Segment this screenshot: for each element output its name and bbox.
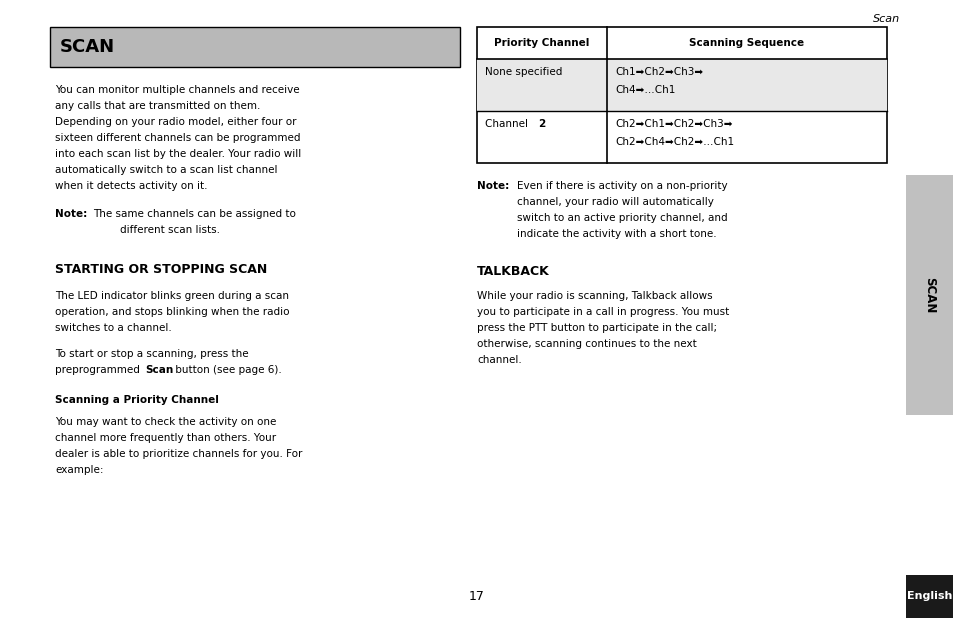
Text: Even if there is activity on a non-priority: Even if there is activity on a non-prior… bbox=[517, 181, 727, 191]
Text: Scan: Scan bbox=[872, 14, 899, 24]
Text: 2: 2 bbox=[537, 119, 545, 129]
Text: Ch2➡Ch4➡Ch2➡…Ch1: Ch2➡Ch4➡Ch2➡…Ch1 bbox=[615, 137, 734, 147]
Text: Note:: Note: bbox=[55, 209, 87, 219]
Text: Scanning Sequence: Scanning Sequence bbox=[689, 38, 803, 48]
Text: switch to an active priority channel, and: switch to an active priority channel, an… bbox=[517, 213, 727, 223]
Text: TALKBACK: TALKBACK bbox=[476, 265, 549, 278]
Text: preprogrammed: preprogrammed bbox=[55, 365, 143, 375]
Text: you to participate in a call in progress. You must: you to participate in a call in progress… bbox=[476, 307, 728, 317]
Text: You may want to check the activity on one: You may want to check the activity on on… bbox=[55, 417, 276, 427]
Text: STARTING OR STOPPING SCAN: STARTING OR STOPPING SCAN bbox=[55, 263, 267, 276]
Text: The same channels can be assigned to: The same channels can be assigned to bbox=[92, 209, 295, 219]
Text: Note:: Note: bbox=[476, 181, 509, 191]
Text: any calls that are transmitted on them.: any calls that are transmitted on them. bbox=[55, 101, 260, 111]
Text: Channel: Channel bbox=[484, 119, 531, 129]
Text: The LED indicator blinks green during a scan: The LED indicator blinks green during a … bbox=[55, 291, 289, 301]
Bar bbox=[905, 575, 953, 618]
Bar bbox=[905, 175, 953, 415]
Text: Ch1➡Ch2➡Ch3➡: Ch1➡Ch2➡Ch3➡ bbox=[615, 67, 702, 77]
Text: English: English bbox=[906, 591, 952, 601]
Text: switches to a channel.: switches to a channel. bbox=[55, 323, 172, 333]
Text: dealer is able to prioritize channels for you. For: dealer is able to prioritize channels fo… bbox=[55, 449, 302, 459]
Text: channel more frequently than others. Your: channel more frequently than others. You… bbox=[55, 433, 275, 443]
Text: indicate the activity with a short tone.: indicate the activity with a short tone. bbox=[517, 229, 716, 239]
Bar bbox=[50, 27, 459, 67]
Text: channel, your radio will automatically: channel, your radio will automatically bbox=[517, 197, 713, 207]
Text: 17: 17 bbox=[469, 590, 484, 603]
Text: different scan lists.: different scan lists. bbox=[120, 225, 220, 235]
Text: Depending on your radio model, either four or: Depending on your radio model, either fo… bbox=[55, 117, 296, 127]
Text: To start or stop a scanning, press the: To start or stop a scanning, press the bbox=[55, 349, 249, 359]
Text: example:: example: bbox=[55, 465, 103, 475]
Text: Priority Channel: Priority Channel bbox=[494, 38, 589, 48]
Text: You can monitor multiple channels and receive: You can monitor multiple channels and re… bbox=[55, 85, 299, 95]
Text: sixteen different channels can be programmed: sixteen different channels can be progra… bbox=[55, 133, 300, 143]
Bar bbox=[476, 59, 886, 111]
Text: SCAN: SCAN bbox=[923, 277, 936, 313]
Text: automatically switch to a scan list channel: automatically switch to a scan list chan… bbox=[55, 165, 277, 175]
Text: otherwise, scanning continues to the next: otherwise, scanning continues to the nex… bbox=[476, 339, 696, 349]
Text: Ch2➡Ch1➡Ch2➡Ch3➡: Ch2➡Ch1➡Ch2➡Ch3➡ bbox=[615, 119, 732, 129]
Text: Scanning a Priority Channel: Scanning a Priority Channel bbox=[55, 395, 218, 405]
Text: Ch4➡…Ch1: Ch4➡…Ch1 bbox=[615, 85, 675, 95]
Bar bbox=[476, 27, 886, 163]
Text: Scan: Scan bbox=[145, 365, 173, 375]
Text: into each scan list by the dealer. Your radio will: into each scan list by the dealer. Your … bbox=[55, 149, 301, 159]
Text: when it detects activity on it.: when it detects activity on it. bbox=[55, 181, 208, 191]
Text: press the PTT button to participate in the call;: press the PTT button to participate in t… bbox=[476, 323, 717, 333]
Text: While your radio is scanning, Talkback allows: While your radio is scanning, Talkback a… bbox=[476, 291, 712, 301]
Text: button (see page 6).: button (see page 6). bbox=[172, 365, 281, 375]
Text: None specified: None specified bbox=[484, 67, 561, 77]
Text: operation, and stops blinking when the radio: operation, and stops blinking when the r… bbox=[55, 307, 289, 317]
Text: SCAN: SCAN bbox=[60, 38, 115, 56]
Text: channel.: channel. bbox=[476, 355, 521, 365]
